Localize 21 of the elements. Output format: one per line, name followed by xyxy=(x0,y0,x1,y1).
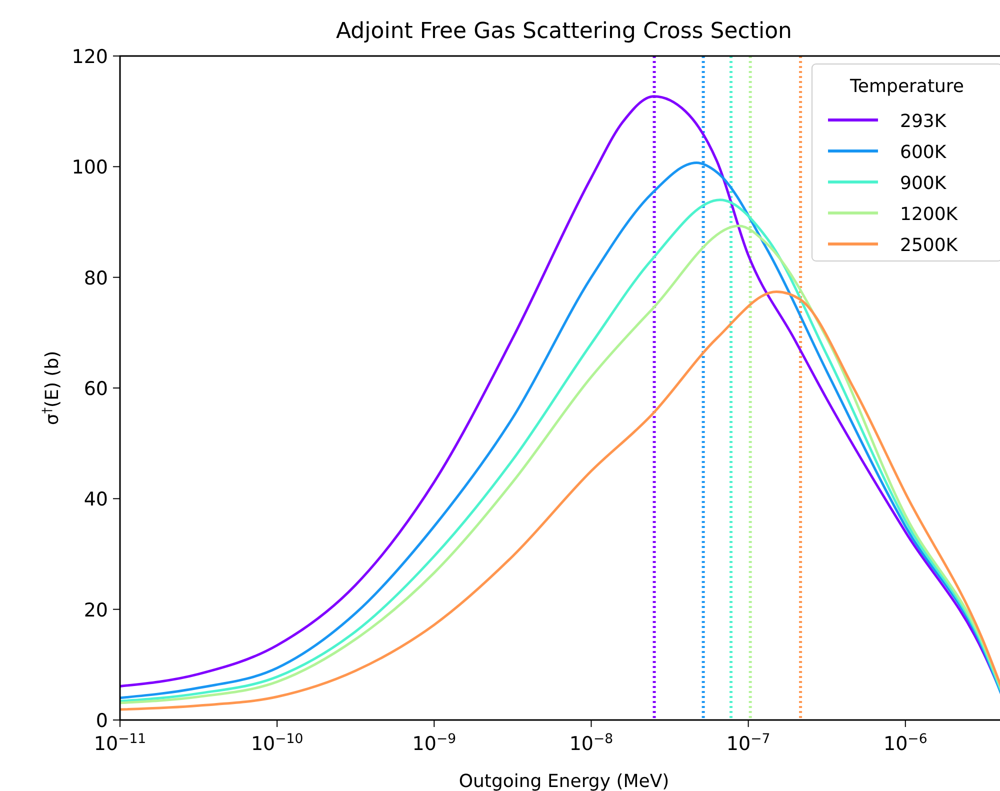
y-tick-label: 100 xyxy=(72,156,108,179)
legend-label: 1200K xyxy=(900,204,959,225)
x-tick-label: 10$^{−7}$ xyxy=(726,732,770,755)
y-tick-label: 120 xyxy=(72,46,108,68)
y-tick-label: 20 xyxy=(84,599,108,622)
legend-label: 900K xyxy=(900,173,948,194)
legend-label: 600K xyxy=(900,142,948,163)
x-tick-label: 10$^{−10}$ xyxy=(250,732,304,755)
x-tick-label: 10$^{−11}$ xyxy=(94,732,146,755)
x-tick-label: 10$^{−8}$ xyxy=(569,732,614,755)
legend-label: 2500K xyxy=(900,235,959,256)
legend-label: 293K xyxy=(900,111,948,132)
y-tick-label: 0 xyxy=(96,710,108,732)
x-tick-label: 10$^{−6}$ xyxy=(883,732,928,755)
y-tick-label: 80 xyxy=(84,267,108,290)
x-tick-label: 10$^{−9}$ xyxy=(412,732,456,755)
legend-title: Temperature xyxy=(848,76,964,97)
x-axis-title: Outgoing Energy (MeV) xyxy=(458,771,670,791)
chart-title: Adjoint Free Gas Scattering Cross Section xyxy=(336,19,792,44)
y-tick-label: 60 xyxy=(84,378,108,400)
y-tick-label: 40 xyxy=(84,488,108,511)
